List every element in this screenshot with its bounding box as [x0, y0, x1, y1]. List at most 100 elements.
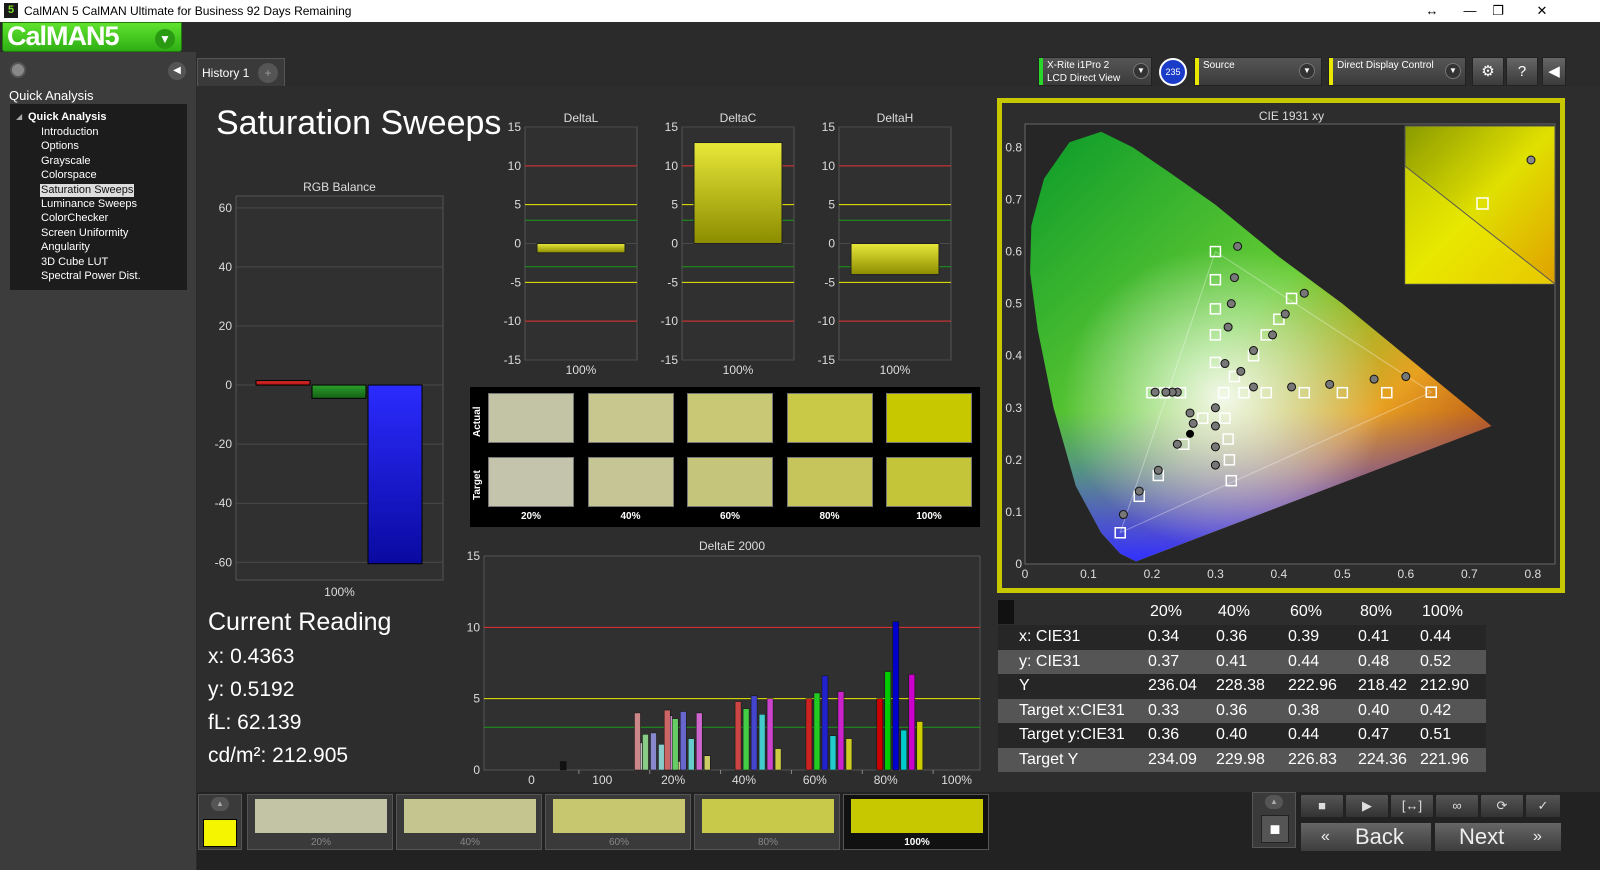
source-label: Source [1203, 60, 1235, 71]
target-marker [1217, 386, 1230, 399]
rgb-balance-chart: 60 40 20 0 -20 -40 -60 100% [215, 195, 444, 599]
actual-marker [1249, 382, 1259, 392]
swatch-button[interactable]: 40% [396, 794, 542, 850]
measure-range-icon[interactable]: [↔] [1390, 794, 1434, 818]
sidebar-item[interactable]: Colorspace [41, 169, 97, 182]
y-tick-label: 0.2 [1005, 453, 1022, 467]
y-tick-label: 15 [467, 550, 481, 563]
table-cell: 0.47 [1358, 726, 1390, 743]
deltae-bar [916, 721, 924, 771]
deltae-bar [900, 729, 908, 771]
tree-root[interactable]: Quick Analysis [28, 111, 107, 123]
next-button[interactable]: Next » [1434, 822, 1562, 852]
meter-badge[interactable]: 235 [1159, 58, 1187, 86]
stop-square-icon[interactable]: ■ [1261, 815, 1289, 843]
display-selector[interactable]: Direct Display Control ▼ [1328, 57, 1466, 86]
swatch-button[interactable]: 100% [843, 794, 989, 850]
sidebar-item[interactable]: ColorChecker [41, 212, 109, 225]
table-row: Y 236.04 228.38 222.96 218.42 212.90 [998, 674, 1486, 699]
loop-icon[interactable]: ∞ [1435, 794, 1479, 818]
swatch-button[interactable]: 80% [694, 794, 840, 850]
white-point-glow [1030, 131, 1492, 562]
actual-marker [1233, 241, 1243, 251]
row-label: Target y:CIE31 [1019, 726, 1125, 743]
refresh-icon[interactable]: ⟳ [1480, 794, 1524, 818]
sidebar-item[interactable]: Luminance Sweeps [41, 198, 138, 210]
actual-marker [1236, 366, 1246, 376]
source-selector[interactable]: Source ▼ [1194, 57, 1322, 86]
sidebar-item[interactable]: 3D Cube LUT [41, 255, 109, 268]
maximize-button[interactable]: ❐ [1492, 3, 1504, 18]
actual-marker [1369, 374, 1379, 384]
swatch-color [851, 799, 983, 833]
row-label: Target x:CIE31 [1019, 701, 1125, 719]
tab-history-1[interactable]: History 1 + [197, 58, 285, 86]
deltae-bar [774, 748, 782, 771]
app-icon: 5 [4, 3, 18, 18]
restore-size-icon[interactable]: ↔ [1425, 3, 1439, 18]
table-cell: 0.52 [1420, 652, 1452, 670]
swatch-panel: Actual Target 20% 40% 60% 80% 100% [470, 387, 980, 527]
help-icon[interactable]: ? [1506, 57, 1538, 86]
deltae-bar [663, 709, 671, 771]
deltae-bar [837, 691, 845, 771]
sidebar-item[interactable]: Introduction [41, 126, 99, 138]
chevron-up-icon[interactable]: ▲ [211, 797, 229, 811]
actual-marker [1299, 288, 1309, 298]
deltae-bar [650, 732, 657, 771]
actual-marker [1188, 418, 1198, 428]
table-cell: 0.44 [1288, 726, 1320, 743]
target-marker [1209, 303, 1222, 315]
minimize-button[interactable]: — [1463, 3, 1477, 18]
workflow-tree: ◢ Quick Analysis Introduction Options Gray… [10, 104, 187, 290]
x-tick-label: 0 [1022, 567, 1029, 581]
swatch-button[interactable]: 20% [247, 794, 393, 850]
sidebar-item[interactable]: Saturation Sweeps [40, 183, 135, 197]
y-tick-label: -20 [215, 437, 233, 451]
collapse-panel-icon[interactable]: ◀ [168, 62, 186, 80]
close-button[interactable]: ✕ [1536, 3, 1548, 18]
stop-icon[interactable]: ■ [1300, 794, 1344, 818]
target-swatch [886, 457, 972, 507]
cie-title: CIE 1931 xy [1258, 109, 1325, 123]
table-header-row: 20% 40% 60% 80% 100% [998, 600, 1486, 624]
target-marker [1225, 474, 1238, 487]
swatch-label: 80% [819, 511, 840, 522]
panel-heading: Quick Analysis [9, 88, 94, 103]
table-row: x: CIE31 0.34 0.36 0.39 0.41 0.44 [998, 625, 1486, 650]
actual-marker [1249, 346, 1259, 356]
y-tick-label: -15 [661, 353, 679, 367]
swatch-button[interactable]: 60% [545, 794, 691, 850]
chevron-up-icon[interactable]: ▲ [1265, 795, 1283, 809]
y-tick-label: 15 [665, 120, 679, 134]
target-marker [1196, 412, 1209, 424]
panel-pin-icon[interactable] [10, 62, 26, 78]
actual-marker [1287, 382, 1297, 392]
target-swatch [786, 457, 873, 507]
row-label-target: Target [472, 470, 483, 500]
app-menu-button[interactable]: CalMAN5 ▼ [2, 21, 182, 52]
table-cell: 0.36 [1216, 701, 1248, 719]
x-tick-label: 0.8 [1524, 567, 1541, 581]
y-tick-label: 5 [671, 198, 678, 212]
check-icon[interactable]: ✓ [1525, 794, 1561, 818]
gear-icon[interactable]: ⚙ [1472, 57, 1504, 86]
expand-icon[interactable]: ◢ [16, 112, 23, 121]
sidebar-item[interactable]: Spectral Power Dist. [41, 270, 141, 282]
meter-selector[interactable]: X-Rite i1Pro 2 LCD Direct View ▼ [1038, 57, 1152, 86]
sidebar-item[interactable]: Angularity [41, 241, 90, 254]
data-table: 20% 40% 60% 80% 100% x: CIE31 0.34 0.36 0.39 0.41… [998, 600, 1486, 775]
sidebar-item[interactable]: Options [41, 140, 79, 153]
back-button[interactable]: « Back [1300, 822, 1432, 852]
collapse-right-icon[interactable]: ◀ [1542, 57, 1566, 86]
actual-marker [1153, 465, 1163, 475]
x-tick-label: 0.4 [1271, 567, 1288, 581]
table-cell: 236.04 [1148, 677, 1197, 694]
sidebar-item[interactable]: Screen Uniformity [41, 226, 129, 239]
display-status-bar [1329, 58, 1333, 85]
play-icon[interactable]: ▶ [1345, 794, 1389, 818]
current-color-panel: ▲ [198, 794, 242, 850]
row-label: Y [1019, 677, 1030, 694]
add-tab-icon[interactable]: + [258, 63, 278, 83]
sidebar-item[interactable]: Grayscale [41, 154, 91, 167]
